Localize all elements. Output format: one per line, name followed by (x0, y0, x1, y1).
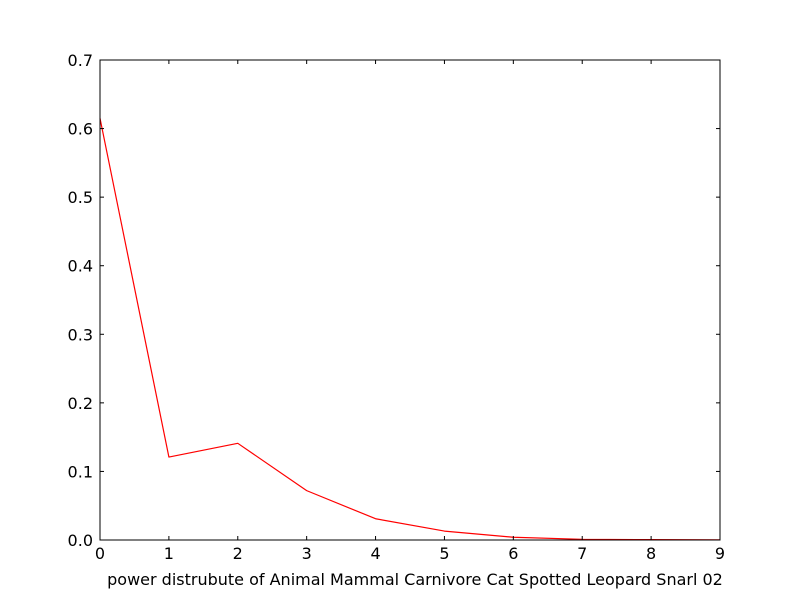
series-line (100, 118, 720, 540)
x-tick-label: 1 (164, 544, 174, 563)
y-tick-label: 0.7 (68, 51, 93, 70)
x-tick-label: 7 (577, 544, 587, 563)
y-tick-label: 0.4 (68, 257, 93, 276)
x-tick-label: 9 (715, 544, 725, 563)
y-tick-label: 0.3 (68, 325, 93, 344)
y-tick-label: 0.6 (68, 120, 93, 139)
x-axis-label: power distrubute of Animal Mammal Carniv… (107, 570, 723, 589)
y-tick-label: 0.0 (68, 531, 93, 550)
y-tick-label: 0.1 (68, 462, 93, 481)
x-tick-label: 2 (233, 544, 243, 563)
x-tick-label: 0 (95, 544, 105, 563)
x-tick-label: 5 (439, 544, 449, 563)
x-tick-label: 3 (302, 544, 312, 563)
axes-frame (100, 60, 720, 540)
tick-labels: 0 1 2 3 4 5 6 7 8 9 0.0 0.1 0.2 0.3 0.4 0.5 0.6 0.7 (68, 51, 726, 563)
y-tick-label: 0.5 (68, 188, 93, 207)
series-layer (100, 118, 720, 540)
ticks-layer (100, 60, 720, 540)
y-tick-label: 0.2 (68, 394, 93, 413)
x-tick-label: 8 (646, 544, 656, 563)
x-tick-label: 4 (370, 544, 380, 563)
x-tick-label: 6 (508, 544, 518, 563)
